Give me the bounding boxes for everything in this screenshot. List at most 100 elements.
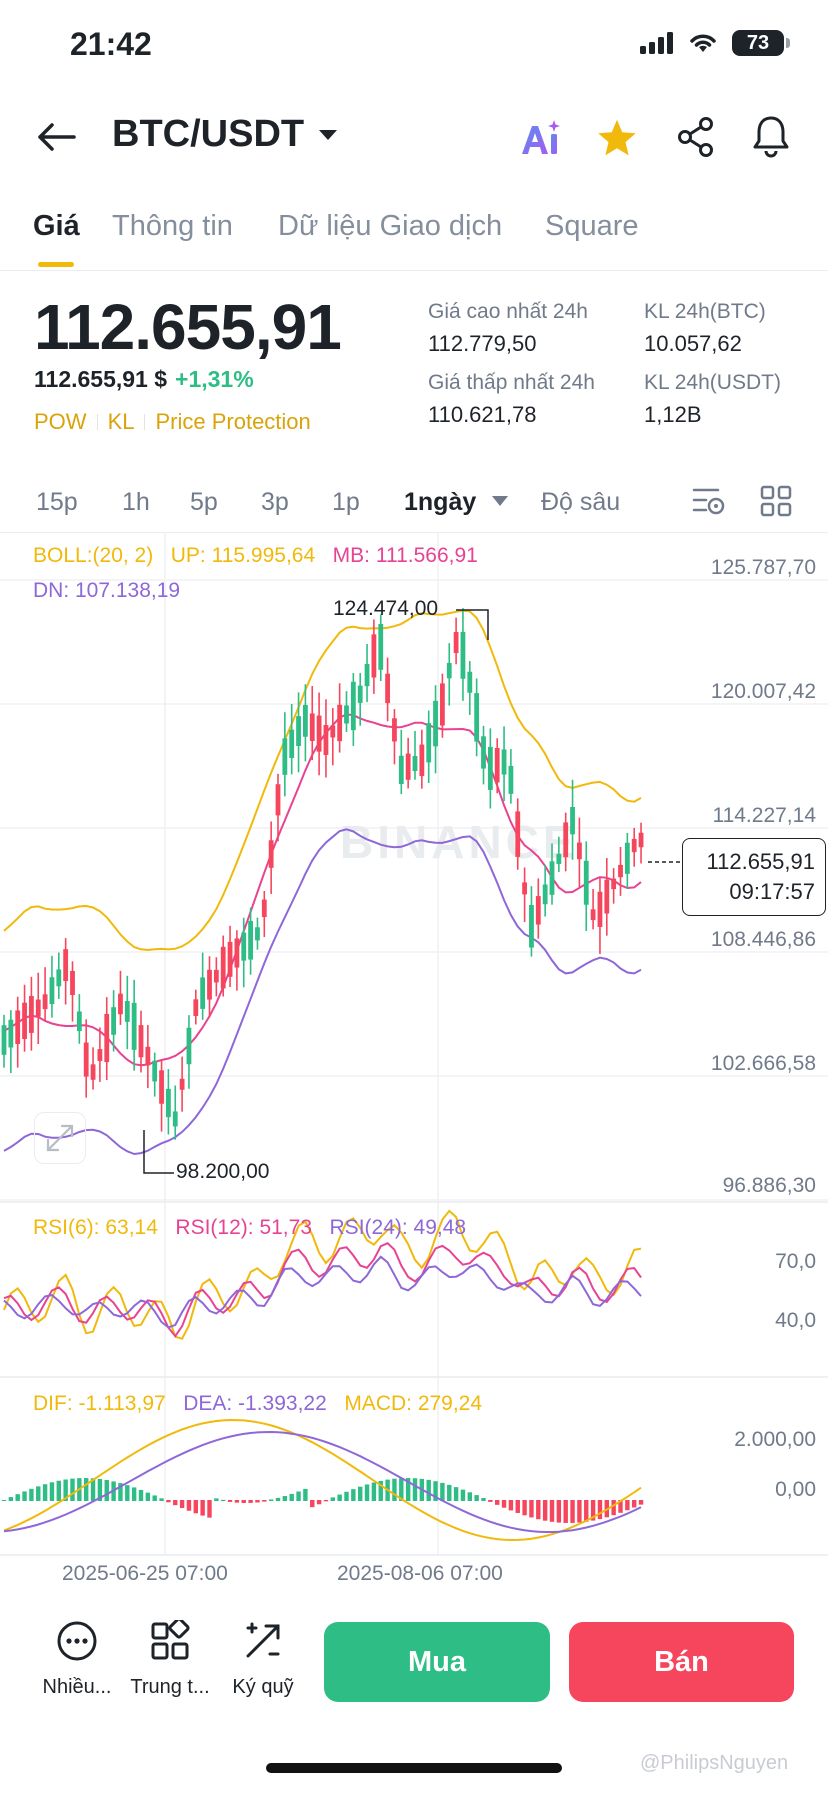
- trading-center-button[interactable]: Trung t...: [120, 1620, 220, 1699]
- macd-bar-negative: [166, 1500, 171, 1503]
- candle-up: [446, 662, 452, 679]
- tab-price[interactable]: Giá: [33, 210, 80, 242]
- macd-bar-negative: [501, 1500, 507, 1508]
- candle-down: [63, 949, 69, 982]
- rsi6-value: RSI(6): 63,14: [33, 1216, 158, 1239]
- macd-bar-positive: [474, 1495, 479, 1501]
- macd-bar-positive: [49, 1482, 55, 1501]
- timeframe-3m[interactable]: 3p: [261, 488, 289, 516]
- tab-info[interactable]: Thông tin: [112, 210, 233, 242]
- candle-down: [35, 999, 41, 1017]
- tab-trading-data[interactable]: Dữ liệu Giao dịch: [278, 210, 503, 242]
- macd-bar-positive: [104, 1479, 109, 1501]
- timeframe-5m[interactable]: 5p: [190, 488, 218, 516]
- layout-grid-icon[interactable]: [760, 485, 792, 517]
- candle-up: [487, 746, 493, 790]
- candle-down: [597, 891, 603, 927]
- tag-pow[interactable]: POW: [34, 409, 87, 434]
- more-label: Nhiều...: [42, 1676, 112, 1698]
- candle-down: [22, 1002, 27, 1039]
- candle-down: [275, 784, 281, 816]
- margin-icon: [246, 1622, 280, 1658]
- candle-down: [316, 715, 322, 752]
- rsi-line: [3, 1209, 642, 1340]
- battery-level: 73: [746, 31, 770, 54]
- candle-up: [398, 755, 404, 785]
- candle-up: [481, 736, 486, 769]
- candle-up: [350, 681, 356, 731]
- timeframe-depth[interactable]: Độ sâu: [541, 488, 621, 516]
- timeframe-dropdown-icon[interactable]: [492, 496, 508, 507]
- more-button[interactable]: Nhiều...: [27, 1620, 127, 1699]
- signal-icon: [640, 32, 673, 54]
- candle-up: [501, 749, 507, 775]
- macd-bar-negative: [549, 1500, 555, 1522]
- margin-label: Ký quỹ: [232, 1676, 294, 1698]
- pair-selector[interactable]: BTC/USDT: [112, 113, 338, 156]
- candle-up: [357, 685, 363, 703]
- star-icon[interactable]: [596, 118, 638, 158]
- candle-down: [234, 938, 240, 968]
- candle-down: [522, 882, 527, 895]
- ai-button[interactable]: [518, 116, 562, 160]
- macd-bar-negative: [556, 1500, 562, 1523]
- candle-up: [248, 920, 253, 960]
- macd-bar-negative: [241, 1500, 246, 1503]
- candle-down: [330, 725, 336, 738]
- candle-up: [344, 705, 349, 724]
- macd-bar-negative: [584, 1500, 589, 1522]
- candle-down: [118, 993, 123, 1015]
- macd-bar-positive: [145, 1492, 151, 1501]
- status-time: 21:42: [70, 26, 152, 62]
- candle-up: [303, 704, 308, 737]
- high-24h-value: 112.779,50: [428, 331, 537, 356]
- tab-square[interactable]: Square: [545, 210, 639, 242]
- last-price: 112.655,91: [34, 291, 342, 363]
- low-marker-label: 98.200,00: [176, 1160, 270, 1183]
- macd-bar-negative: [542, 1500, 548, 1521]
- boll-middle-line: [3, 713, 642, 1067]
- candle-down: [227, 941, 233, 977]
- boll-lower-line: [3, 828, 642, 1156]
- buy-button[interactable]: Mua: [324, 1622, 550, 1702]
- back-arrow-icon[interactable]: [36, 122, 76, 152]
- share-icon[interactable]: [676, 116, 716, 158]
- watermark: BINANCE: [340, 816, 578, 868]
- bell-icon[interactable]: [752, 114, 790, 158]
- timeframe-1d[interactable]: 1ngày: [404, 488, 477, 516]
- macd-bar-positive: [371, 1482, 377, 1501]
- timeframe-15m[interactable]: 15p: [36, 488, 78, 516]
- candle-down: [42, 994, 48, 1010]
- macd-bar-positive: [330, 1497, 335, 1501]
- macd-bar-positive: [378, 1480, 383, 1501]
- macd-bar-positive: [275, 1497, 281, 1501]
- candle-down: [494, 748, 500, 783]
- macd-bar-negative: [234, 1500, 240, 1503]
- price-usd-row: 112.655,91 $ +1,31%: [34, 366, 254, 393]
- candle-up: [433, 700, 438, 747]
- macd-bar-positive: [481, 1497, 486, 1501]
- candle-down: [323, 724, 329, 756]
- macd-bar-negative: [262, 1500, 267, 1502]
- macd-bar-negative: [529, 1500, 534, 1518]
- sell-button[interactable]: Bán: [569, 1622, 794, 1702]
- candle-down: [631, 838, 637, 853]
- candle-up: [186, 1027, 192, 1065]
- tag-price-protection[interactable]: Price Protection: [155, 409, 311, 434]
- macd-bar-positive: [118, 1483, 123, 1501]
- macd-bar-positive: [358, 1486, 363, 1501]
- boll-upper-line: [3, 609, 642, 952]
- indicator-settings-icon[interactable]: [692, 486, 726, 516]
- timeframe-1m[interactable]: 1p: [332, 488, 360, 516]
- tag-kl[interactable]: KL: [107, 409, 135, 434]
- expand-chart-button[interactable]: [34, 1112, 86, 1164]
- timeframe-1h[interactable]: 1h: [122, 488, 150, 516]
- macd-bar-positive: [8, 1497, 14, 1501]
- candle-down: [535, 896, 541, 925]
- price-chart[interactable]: BINANCE: [0, 532, 828, 1572]
- margin-button[interactable]: Ký quỹ: [213, 1620, 313, 1699]
- candle-up: [241, 932, 247, 961]
- chart-top-divider: [0, 532, 828, 533]
- candle-up: [549, 861, 555, 895]
- candle-down: [577, 842, 582, 860]
